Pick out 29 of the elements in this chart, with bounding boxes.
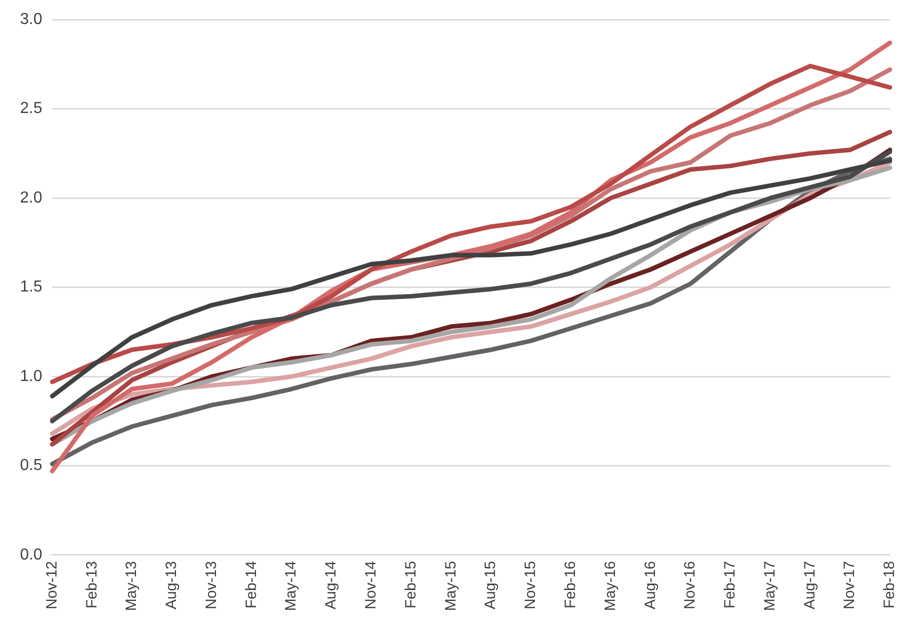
x-tick-label: Nov-13	[202, 560, 220, 610]
x-tick-label: Feb-14	[242, 560, 260, 609]
y-tick-label: 0.5	[20, 457, 42, 474]
x-tick-label: Feb-15	[402, 560, 420, 609]
x-tick-label: Nov-15	[522, 560, 540, 610]
x-tick-label: Aug-14	[322, 560, 340, 610]
y-tick-label: 3.0	[20, 11, 42, 28]
x-tick-label: Nov-14	[362, 560, 380, 610]
x-tick-label: Aug-15	[482, 560, 500, 610]
x-tick-label: Feb-13	[83, 560, 100, 609]
x-tick-label: May-13	[123, 560, 140, 612]
x-tick-label: Aug-13	[163, 560, 180, 610]
y-tick-label: 1.5	[20, 278, 42, 296]
x-tick-label: May-16	[602, 560, 619, 612]
x-tick-label: May-17	[761, 560, 778, 612]
y-tick-label: 1.0	[20, 368, 42, 385]
x-tick-label: Aug-17	[801, 560, 818, 610]
x-tick-label: May-14	[282, 560, 300, 612]
x-tick-label: Feb-16	[562, 560, 579, 609]
x-tick-label: Feb-18	[881, 560, 898, 609]
x-tick-label: Nov-12	[43, 560, 60, 610]
x-tick-label: Nov-17	[841, 560, 858, 610]
y-tick-label: 2.0	[20, 189, 42, 206]
x-tick-label: Feb-17	[722, 560, 739, 609]
x-tick-label: Aug-16	[642, 560, 659, 610]
x-tick-label: Nov-16	[682, 560, 699, 610]
x-tick-label: May-15	[442, 560, 460, 612]
y-tick-label: 0.0	[20, 546, 42, 564]
y-tick-label: 2.5	[20, 100, 42, 118]
